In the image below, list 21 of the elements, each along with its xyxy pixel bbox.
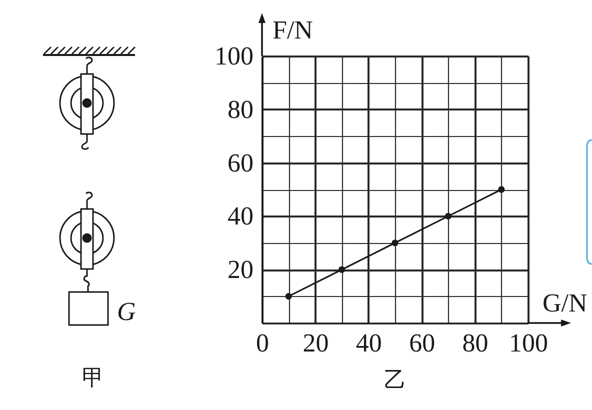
y-tick-label: 20 xyxy=(228,255,254,284)
point xyxy=(285,292,292,300)
x-tick-label: 0 xyxy=(256,328,269,358)
x-tick-label: 20 xyxy=(302,328,329,358)
y-tick-label: 60 xyxy=(228,148,254,178)
text: G xyxy=(117,297,136,326)
x-tick-label: 60 xyxy=(409,328,436,358)
text: 甲 xyxy=(82,365,104,390)
y-tick-label: 40 xyxy=(228,202,254,231)
x-tick-label: 80 xyxy=(462,328,488,358)
y-tick-label: 100 xyxy=(214,42,254,70)
point xyxy=(498,186,505,193)
x-tick-label: 40 xyxy=(356,328,382,358)
y-axis-title: F/N xyxy=(272,16,314,44)
text: 乙 xyxy=(384,367,406,392)
x-tick-label: 100 xyxy=(509,328,548,358)
point xyxy=(392,240,398,246)
x-axis-title: G/N xyxy=(542,288,588,318)
point xyxy=(444,212,452,220)
y-tick-label: 80 xyxy=(228,94,254,124)
point xyxy=(338,266,346,273)
